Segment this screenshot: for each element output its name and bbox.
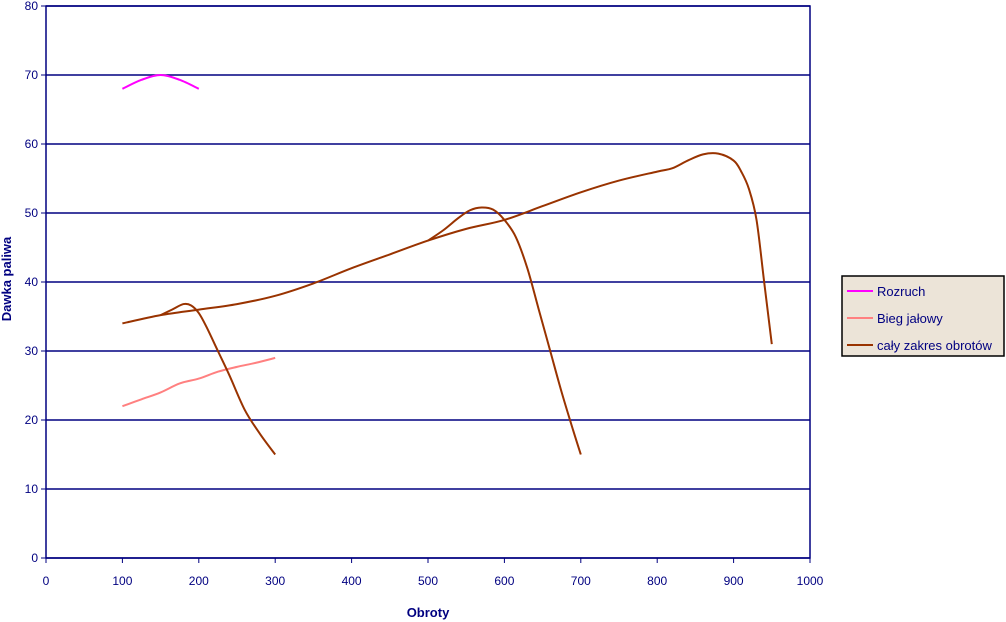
x-axis-title: Obroty: [407, 605, 450, 620]
y-axis-title: Dawka paliwa: [0, 236, 14, 321]
legend: Rozruch Bieg jałowy cały zakres obrotów: [841, 275, 1005, 357]
tick-label-y-10: 10: [25, 482, 39, 496]
tick-label-y-20: 20: [25, 413, 39, 427]
tick-label-y-0: 0: [31, 551, 38, 565]
tick-label-y-60: 60: [25, 137, 39, 151]
tick-label-y-70: 70: [25, 68, 39, 82]
legend-label-caly-zakres: cały zakres obrotów: [877, 338, 992, 353]
tick-label-y-50: 50: [25, 206, 39, 220]
series-layer: [121, 73, 773, 456]
series-line-0: [121, 73, 200, 90]
tick-label-x-0: 0: [43, 574, 50, 588]
legend-label-rozruch: Rozruch: [877, 284, 925, 299]
tick-label-y-30: 30: [25, 344, 39, 358]
tick-label-x-500: 500: [418, 574, 438, 588]
series-line-4: [427, 206, 582, 455]
tick-label-x-300: 300: [265, 574, 285, 588]
tick-label-x-1000: 1000: [797, 574, 824, 588]
tick-label-y-40: 40: [25, 275, 39, 289]
y-axis-ticks: 0 10 20 30 40 50 60 70 80: [25, 0, 46, 565]
tick-label-y-80: 80: [25, 0, 39, 13]
legend-box: [841, 275, 1005, 357]
series-line-3: [160, 302, 277, 456]
x-axis-ticks: 0 100 200 300 400 500 600 700 800 900 1000: [43, 558, 824, 588]
series-line-1: [122, 356, 276, 408]
tick-label-x-600: 600: [494, 574, 514, 588]
series-line-2: [122, 152, 773, 345]
gridlines: [46, 5, 810, 559]
tick-label-x-900: 900: [724, 574, 744, 588]
tick-label-x-100: 100: [112, 574, 132, 588]
tick-label-x-200: 200: [189, 574, 209, 588]
tick-label-x-800: 800: [647, 574, 667, 588]
legend-label-bieg-jalowy: Bieg jałowy: [877, 311, 943, 326]
tick-label-x-700: 700: [571, 574, 591, 588]
tick-label-x-400: 400: [342, 574, 362, 588]
